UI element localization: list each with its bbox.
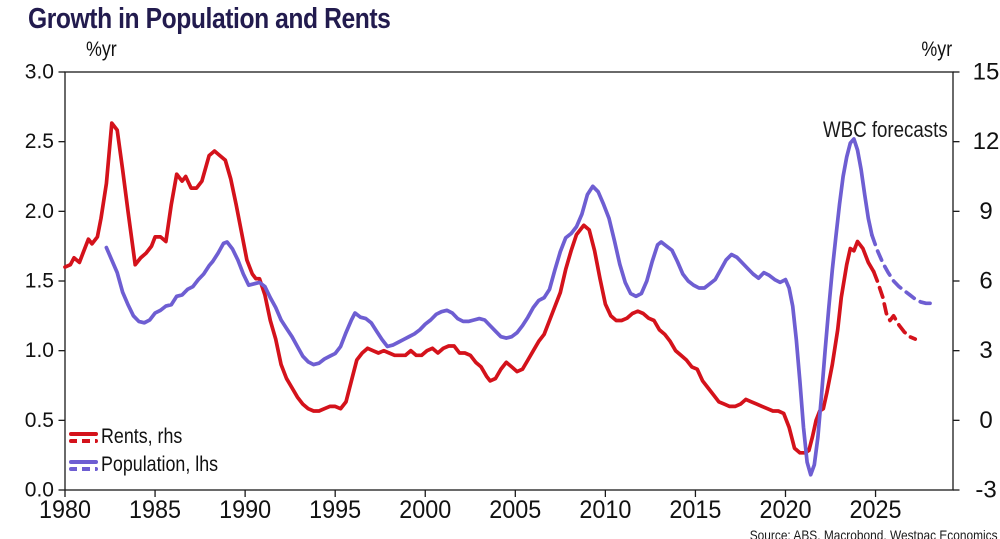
right-axis-unit-label: %yr xyxy=(921,38,952,61)
right-axis-tick-label: 0 xyxy=(979,407,992,434)
legend-item-population: Population, lhs xyxy=(69,451,239,479)
source-attribution: Source: ABS, Macrobond, Westpac Economic… xyxy=(750,527,998,539)
right-axis-tick-label: -3 xyxy=(975,477,996,504)
x-axis-tick-label: 1990 xyxy=(219,496,271,524)
x-axis-tick-label: 2015 xyxy=(669,496,721,524)
x-axis-tick-label: 1995 xyxy=(309,496,361,524)
forecast-annotation: WBC forecasts xyxy=(823,116,948,142)
rents-line-swatch xyxy=(69,431,98,443)
x-axis-tick-label: 2000 xyxy=(399,496,451,524)
right-axis-tick-label: 6 xyxy=(979,268,992,295)
population-line xyxy=(104,137,874,477)
left-axis-tick-label: 2.5 xyxy=(25,130,54,153)
x-axis-tick-label: 1985 xyxy=(129,496,181,524)
x-axis-tick-label: 2005 xyxy=(489,496,541,524)
legend-label-population: Population, lhs xyxy=(101,453,219,476)
left-axis-tick-label: 0.5 xyxy=(25,409,54,432)
population-forecast-line xyxy=(870,233,934,306)
legend: Rents, rhs Population, lhs xyxy=(69,423,239,479)
x-axis-tick-label: 1980 xyxy=(39,496,91,524)
solid-line-sample xyxy=(69,431,98,436)
chart-title-text: Growth in Population and Rents xyxy=(28,3,391,35)
right-axis-tick-label: 9 xyxy=(979,198,992,225)
rents-line xyxy=(63,121,876,455)
left-axis-tick-label: 3.0 xyxy=(25,61,54,84)
legend-label-rents: Rents, rhs xyxy=(101,425,183,448)
x-axis-tick-label: 2025 xyxy=(850,496,902,524)
dashed-line-sample xyxy=(69,466,98,471)
chart-title: Growth in Population and Rents xyxy=(28,3,454,36)
dashed-line-sample xyxy=(69,438,98,443)
left-axis-tick-label: 0.0 xyxy=(25,479,54,502)
legend-item-rents: Rents, rhs xyxy=(69,423,239,451)
rents-forecast-line xyxy=(871,269,918,341)
left-axis-tick-label: 1.0 xyxy=(25,339,54,362)
left-axis-unit-label: %yr xyxy=(86,38,117,61)
right-axis-tick-label: 3 xyxy=(979,337,992,364)
x-axis-tick-label: 2010 xyxy=(579,496,631,524)
right-axis-tick-label: 12 xyxy=(973,128,1000,155)
left-axis-tick-label: 1.5 xyxy=(25,270,54,293)
x-axis-tick-label: 2020 xyxy=(759,496,811,524)
right-axis-tick-label: 15 xyxy=(973,59,1000,86)
left-axis-tick-label: 2.0 xyxy=(25,200,54,223)
population-line-swatch xyxy=(69,459,98,471)
solid-line-sample xyxy=(69,459,98,464)
